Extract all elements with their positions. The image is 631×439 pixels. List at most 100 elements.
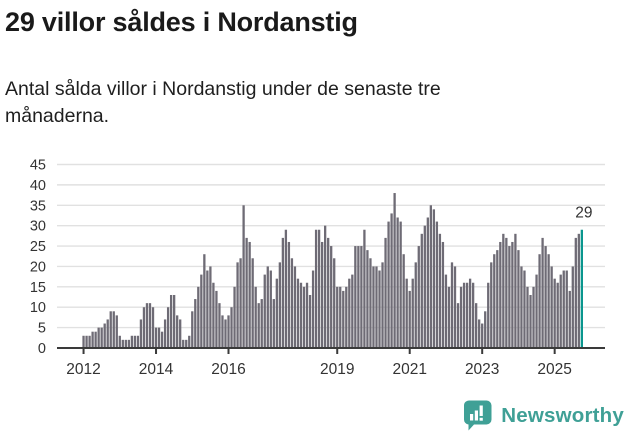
bar bbox=[363, 229, 366, 348]
bar bbox=[402, 254, 405, 348]
bar bbox=[387, 221, 390, 348]
bar bbox=[511, 241, 514, 348]
x-axis-tick-label: 2021 bbox=[392, 361, 426, 378]
bar bbox=[191, 311, 194, 348]
bar bbox=[465, 282, 469, 348]
bar bbox=[478, 319, 481, 348]
bar bbox=[535, 274, 538, 348]
bar bbox=[333, 258, 336, 348]
bar bbox=[366, 250, 369, 348]
bar bbox=[393, 193, 396, 348]
bar bbox=[435, 221, 439, 348]
bar bbox=[248, 241, 251, 348]
bar bbox=[305, 282, 309, 348]
bar bbox=[399, 221, 402, 348]
bar bbox=[157, 327, 161, 348]
bar bbox=[375, 266, 378, 348]
bar bbox=[109, 311, 112, 348]
bar bbox=[438, 233, 442, 348]
bar bbox=[124, 339, 127, 348]
bar bbox=[369, 258, 372, 348]
bar bbox=[571, 266, 574, 348]
bar bbox=[327, 237, 330, 348]
bar bbox=[360, 246, 363, 348]
bar bbox=[148, 303, 152, 348]
newsworthy-bubble-chart-icon bbox=[464, 400, 492, 431]
y-axis-tick-label: 0 bbox=[38, 341, 46, 357]
bar bbox=[496, 250, 499, 348]
bar bbox=[245, 237, 248, 348]
bar bbox=[281, 237, 285, 348]
bar bbox=[378, 270, 381, 348]
bar bbox=[441, 241, 445, 348]
bar bbox=[541, 237, 544, 348]
bar bbox=[85, 335, 88, 348]
bar bbox=[354, 246, 357, 348]
bar bbox=[206, 270, 209, 348]
bar bbox=[284, 229, 288, 348]
bar bbox=[251, 258, 254, 348]
bar bbox=[444, 274, 448, 348]
bar bbox=[420, 233, 423, 348]
bar bbox=[176, 315, 179, 348]
bar bbox=[260, 299, 263, 348]
bar bbox=[221, 315, 224, 348]
bar bbox=[103, 323, 106, 348]
bar bbox=[136, 335, 140, 348]
bar bbox=[351, 274, 354, 348]
y-axis-tick-label: 10 bbox=[30, 300, 46, 316]
bar bbox=[553, 278, 556, 348]
bar bbox=[254, 286, 257, 348]
bar bbox=[348, 278, 351, 348]
bar bbox=[154, 327, 158, 348]
bar bbox=[197, 286, 200, 348]
bar bbox=[166, 307, 170, 348]
bar bbox=[544, 246, 547, 348]
bar bbox=[130, 335, 134, 348]
bar bbox=[142, 307, 146, 348]
bar bbox=[550, 266, 553, 348]
x-axis-tick-label: 2023 bbox=[465, 361, 499, 378]
bar bbox=[411, 278, 414, 348]
bar bbox=[408, 290, 411, 348]
bar bbox=[320, 241, 324, 348]
newsworthy-brand-link[interactable]: Newsworthy bbox=[463, 399, 624, 432]
bar bbox=[493, 254, 496, 348]
y-axis-tick-label: 30 bbox=[30, 219, 46, 235]
y-axis-tick-label: 25 bbox=[30, 239, 46, 255]
bar bbox=[91, 331, 94, 348]
bar bbox=[490, 262, 493, 348]
bar bbox=[487, 282, 490, 348]
bar bbox=[505, 237, 508, 348]
bar bbox=[266, 266, 269, 348]
bar bbox=[514, 233, 517, 348]
logo-bar-tall bbox=[475, 410, 479, 421]
y-axis-tick-label: 20 bbox=[30, 259, 46, 275]
bar bbox=[462, 282, 466, 348]
highlighted-bar bbox=[580, 229, 583, 348]
y-axis-tick-label: 35 bbox=[30, 198, 46, 214]
y-axis-tick-label: 5 bbox=[38, 321, 46, 337]
bar bbox=[121, 339, 124, 348]
bar bbox=[296, 278, 300, 348]
bar bbox=[453, 266, 457, 348]
bar bbox=[287, 241, 291, 348]
bar bbox=[484, 311, 487, 348]
page-title: 29 villor såldes i Nordanstig bbox=[5, 7, 358, 37]
bar bbox=[88, 335, 91, 348]
bar bbox=[414, 262, 417, 348]
bar bbox=[475, 303, 478, 348]
bar bbox=[275, 278, 278, 348]
logo-exclamation-dot bbox=[479, 417, 484, 421]
bar bbox=[339, 286, 342, 348]
logo-bar-short bbox=[470, 414, 474, 421]
bar bbox=[218, 303, 221, 348]
bar bbox=[577, 233, 580, 348]
bar bbox=[127, 339, 130, 348]
bar bbox=[372, 266, 375, 348]
bar bbox=[538, 254, 541, 348]
bar bbox=[447, 286, 451, 348]
bar bbox=[568, 290, 571, 348]
bar bbox=[188, 335, 191, 348]
bar bbox=[459, 286, 463, 348]
